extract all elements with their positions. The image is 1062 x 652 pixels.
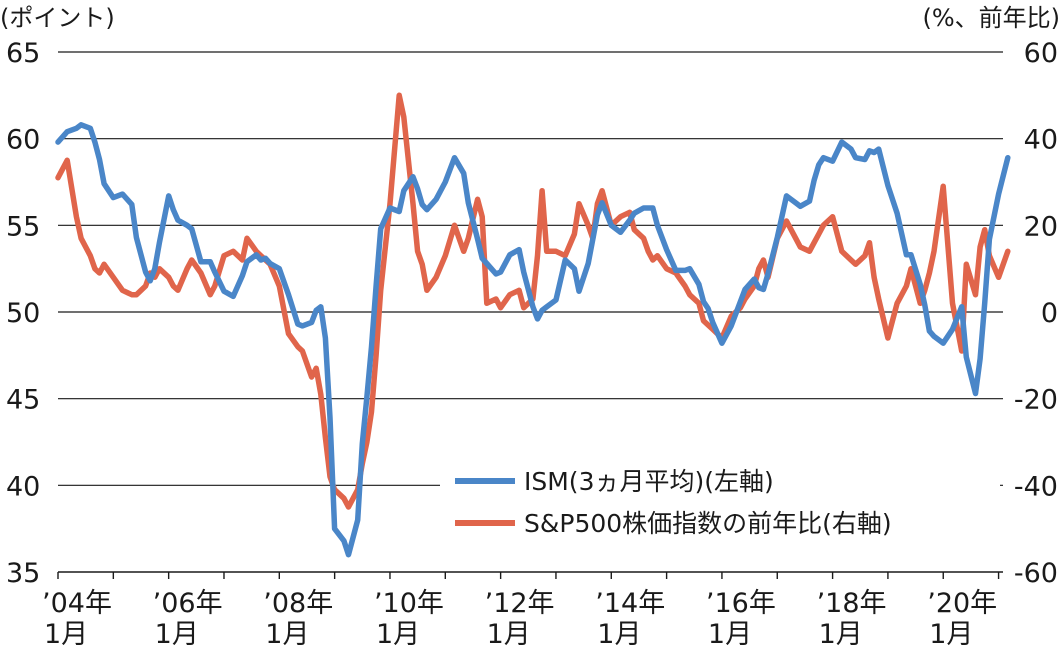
ism-series-line [55,122,1011,558]
x-tick-label-month: 1月 [376,619,420,650]
left-tick-label: 55 [6,211,40,242]
x-tick-label-year: ’16年 [706,588,776,619]
right-axis-unit: (%、前年比) [922,4,1060,32]
left-tick-label: 50 [6,298,40,329]
right-tick-label: 40 [1024,125,1058,156]
x-tick-label-year: ’08年 [263,588,333,619]
right-tick-label: -40 [1014,471,1058,502]
x-tick-label-year: ’06年 [153,588,223,619]
left-tick-label: 65 [6,38,40,69]
x-tick-label-year: ’10年 [374,588,444,619]
right-tick-label: 60 [1024,38,1058,69]
x-tick-label-month: 1月 [44,619,88,650]
x-tick-label-month: 1月 [487,619,531,650]
right-y-axis-labels: 60 40 20 0 -20 -40 -60 [1014,38,1058,589]
legend-label-sp500: S&P500株価指数の前年比(右軸) [524,509,892,538]
x-tick-label-year: ’20年 [927,588,997,619]
x-tick-label-month: 1月 [819,619,863,650]
series-lines [55,92,1011,558]
left-tick-label: 45 [6,385,40,416]
legend-label-ism: ISM(3ヵ月平均)(左軸) [524,467,774,496]
right-tick-label: -60 [1014,558,1058,589]
right-tick-label: -20 [1014,385,1058,416]
x-axis-labels: ’04年1月’06年1月’08年1月’10年1月’12年1月’14年1月’16年… [42,588,997,650]
legend-background [440,458,1000,550]
left-tick-label: 35 [6,558,40,589]
x-tick-label-month: 1月 [265,619,309,650]
right-tick-label: 0 [1041,298,1058,329]
right-tick-label: 20 [1024,211,1058,242]
x-tick-label-month: 1月 [929,619,973,650]
left-tick-label: 60 [6,125,40,156]
x-tick-label-year: ’12年 [485,588,555,619]
x-tick-label-year: ’18年 [817,588,887,619]
left-y-axis-labels: 65 60 55 50 45 40 35 [6,38,40,589]
x-tick-label-month: 1月 [155,619,199,650]
left-tick-label: 40 [6,471,40,502]
x-tick-label-year: ’14年 [595,588,665,619]
x-axis [57,571,1003,579]
x-tick-label-month: 1月 [597,619,641,650]
x-tick-label-year: ’04年 [42,588,112,619]
left-axis-unit: (ポイント) [0,4,115,32]
legend: ISM(3ヵ月平均)(左軸) S&P500株価指数の前年比(右軸) [440,458,1000,550]
x-tick-label-month: 1月 [708,619,752,650]
